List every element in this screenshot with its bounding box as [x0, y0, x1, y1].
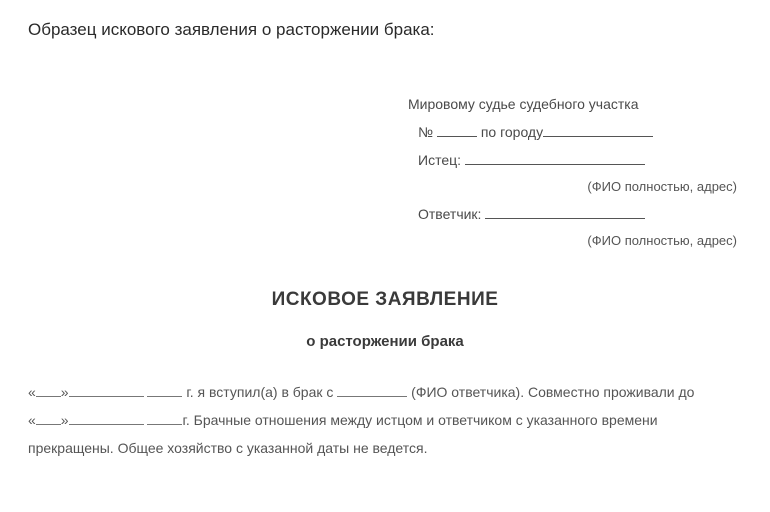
court-number-line: № по городу: [408, 118, 742, 146]
seg2-year: г. Брачные отношения между истцом и отве…: [182, 412, 657, 428]
page-heading: Образец искового заявления о расторжении…: [28, 20, 742, 40]
q1-close: »: [61, 384, 69, 400]
defendant-blank: [485, 205, 645, 219]
defendant-line: Ответчик:: [408, 200, 742, 228]
seg1-year: г. я вступил(а) в брак с: [182, 384, 337, 400]
seg3: прекращены. Общее хозяйство с указанной …: [28, 440, 427, 456]
month1-blank: [69, 383, 144, 397]
city-label: по городу: [481, 124, 543, 140]
month2-blank: [69, 411, 144, 425]
court-line: Мировому судье судебного участка: [408, 90, 742, 118]
day1-blank: [36, 383, 61, 397]
day2-blank: [36, 411, 61, 425]
document-subtitle: о расторжении брака: [28, 333, 742, 350]
plaintiff-blank: [465, 151, 645, 165]
seg1-tail: (ФИО ответчика). Совместно проживали до: [407, 384, 694, 400]
no-label: №: [418, 124, 433, 140]
spouse-blank: [337, 383, 407, 397]
year2-blank: [147, 411, 182, 425]
plaintiff-hint: (ФИО полностью, адрес): [408, 174, 742, 200]
defendant-hint: (ФИО полностью, адрес): [408, 228, 742, 254]
city-blank: [543, 123, 653, 137]
addressee-block: Мировому судье судебного участка № по го…: [408, 90, 742, 254]
defendant-label: Ответчик:: [418, 206, 481, 222]
q2-close: »: [61, 412, 69, 428]
body-text: « » г. я вступил(а) в брак с (ФИО ответчи…: [28, 378, 742, 462]
court-number-blank: [437, 123, 477, 137]
court-text: Мировому судье судебного участка: [408, 96, 639, 112]
plaintiff-line: Истец:: [408, 146, 742, 174]
q2-open: «: [28, 412, 36, 428]
year1-blank: [147, 383, 182, 397]
plaintiff-label: Истец:: [418, 152, 461, 168]
q1-open: «: [28, 384, 36, 400]
document-title: ИСКОВОЕ ЗАЯВЛЕНИЕ: [28, 289, 742, 311]
